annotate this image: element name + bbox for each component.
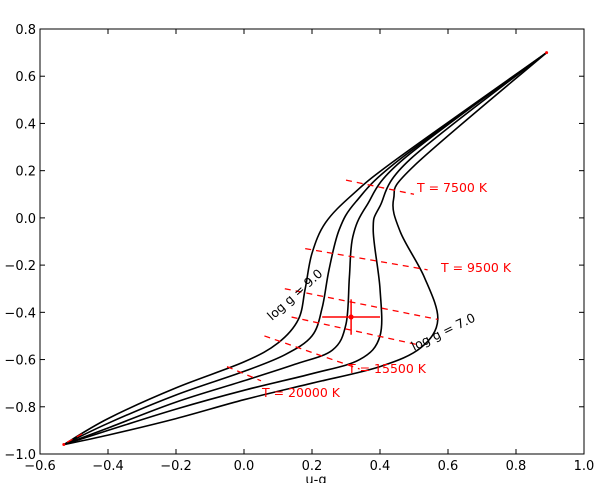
y-tick-label: 0.0 — [15, 212, 36, 227]
x-tick-label: 0.2 — [302, 459, 323, 474]
y-tick-label: 0.2 — [15, 165, 36, 180]
isotherm-line — [284, 288, 438, 321]
model-curves — [63, 51, 548, 446]
y-tick-label: 0.4 — [15, 117, 36, 132]
x-tick-label: −0.6 — [24, 459, 56, 474]
measurement-point — [62, 51, 549, 447]
y-tick-label: −0.8 — [4, 401, 36, 416]
x-tick-label: 0.0 — [234, 459, 255, 474]
x-tick-label: 0.4 — [370, 459, 391, 474]
y-tick-label: 0.8 — [15, 23, 36, 38]
logg-label-9: log g = 9.0 — [264, 266, 326, 324]
y-tick-label: −0.6 — [4, 354, 36, 369]
x-tick-label: −0.4 — [92, 459, 124, 474]
curve-start-marker — [62, 443, 66, 447]
isotherm-label-15500: T = 15500 K — [347, 361, 427, 376]
model-curve — [63, 51, 548, 446]
isotherm-label-20000: T = 20000 K — [261, 385, 341, 400]
y-tick-label: −1.0 — [4, 448, 36, 463]
isotherm-label-7500: T = 7500 K — [416, 180, 488, 195]
model-curve — [63, 51, 548, 446]
model-curve — [63, 51, 548, 446]
isotherm-line — [345, 179, 415, 195]
logg-label-7: log g = 7.0 — [409, 310, 478, 354]
model-curve — [63, 51, 548, 446]
axes-layer: −0.6 −0.4 −0.2 0.0 0.2 0.4 0.6 0.8 1.0 −1.0 −0.8 −0… — [4, 23, 594, 474]
x-tick-label: 0.6 — [438, 459, 459, 474]
isotherm-line — [66, 432, 85, 443]
model-curve — [63, 51, 548, 446]
curve-end-marker — [545, 51, 549, 55]
isotherm-line — [291, 316, 421, 347]
isotherm-label-9500: T = 9500 K — [440, 260, 512, 275]
x-tick-label: 0.8 — [506, 459, 527, 474]
isotherm-lines — [66, 179, 438, 443]
y-tick-label: −0.2 — [4, 259, 36, 274]
isotherm-line — [264, 335, 360, 370]
y-tick-label: −0.4 — [4, 306, 36, 321]
x-tick-label: −0.2 — [160, 459, 192, 474]
y-tick-label: 0.6 — [15, 70, 36, 85]
isotherm-line — [305, 247, 428, 271]
x-tick-label: 1.0 — [574, 459, 595, 474]
data-point — [348, 314, 354, 320]
isotherm-line — [226, 366, 262, 382]
x-axis-title: u-g — [305, 473, 326, 483]
